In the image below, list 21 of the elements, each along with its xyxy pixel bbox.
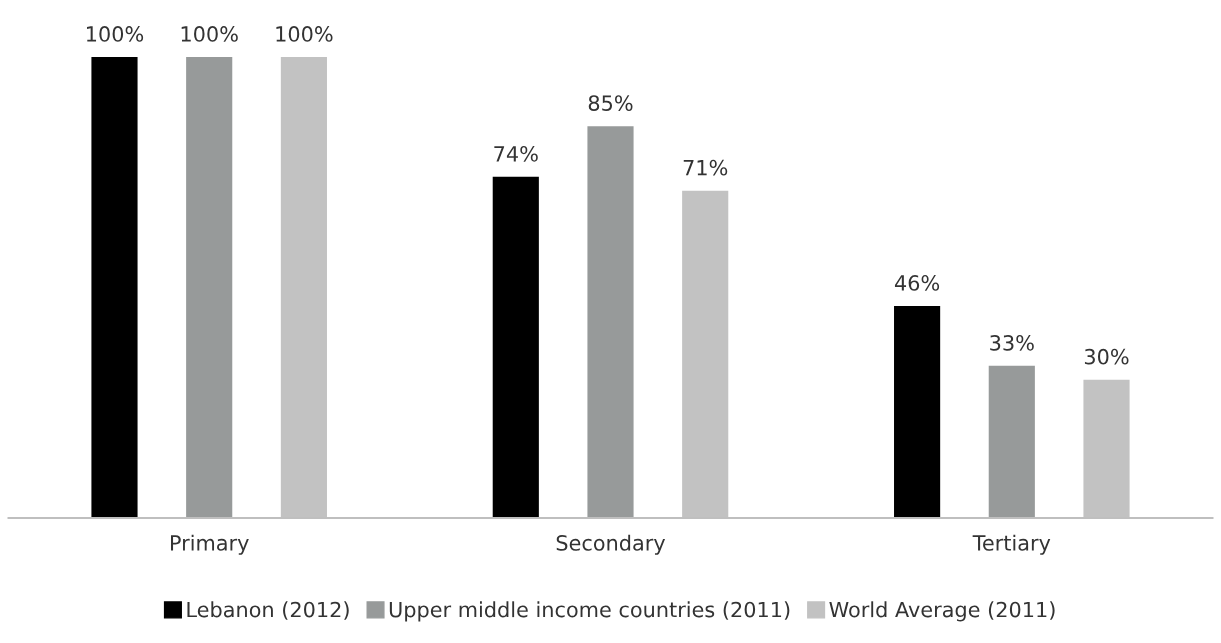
bar [186, 57, 233, 518]
data-label: 100% [87, 26, 144, 42]
x-tick-label: Secondary [556, 534, 666, 555]
x-tick-label: Primary [170, 534, 249, 555]
data-label: 74% [494, 145, 538, 162]
legend-label: World Average (2011) [829, 601, 1055, 622]
bar [894, 305, 941, 518]
bar [91, 57, 138, 518]
data-label: 71% [683, 159, 728, 176]
legend-label: Upper middle income countries (2011) [389, 601, 790, 622]
data-label: 85% [588, 95, 633, 111]
bar [492, 176, 539, 518]
bar [587, 126, 634, 518]
data-label: 33% [990, 334, 1034, 351]
data-label: 100% [181, 26, 238, 42]
legend-label: Lebanon (2012) [187, 601, 349, 620]
bar [988, 365, 1035, 518]
x-tick-label: Tertiary [972, 534, 1051, 555]
data-label: 100% [276, 26, 333, 42]
data-label: 30% [1084, 348, 1129, 365]
data-label: 46% [894, 275, 940, 291]
